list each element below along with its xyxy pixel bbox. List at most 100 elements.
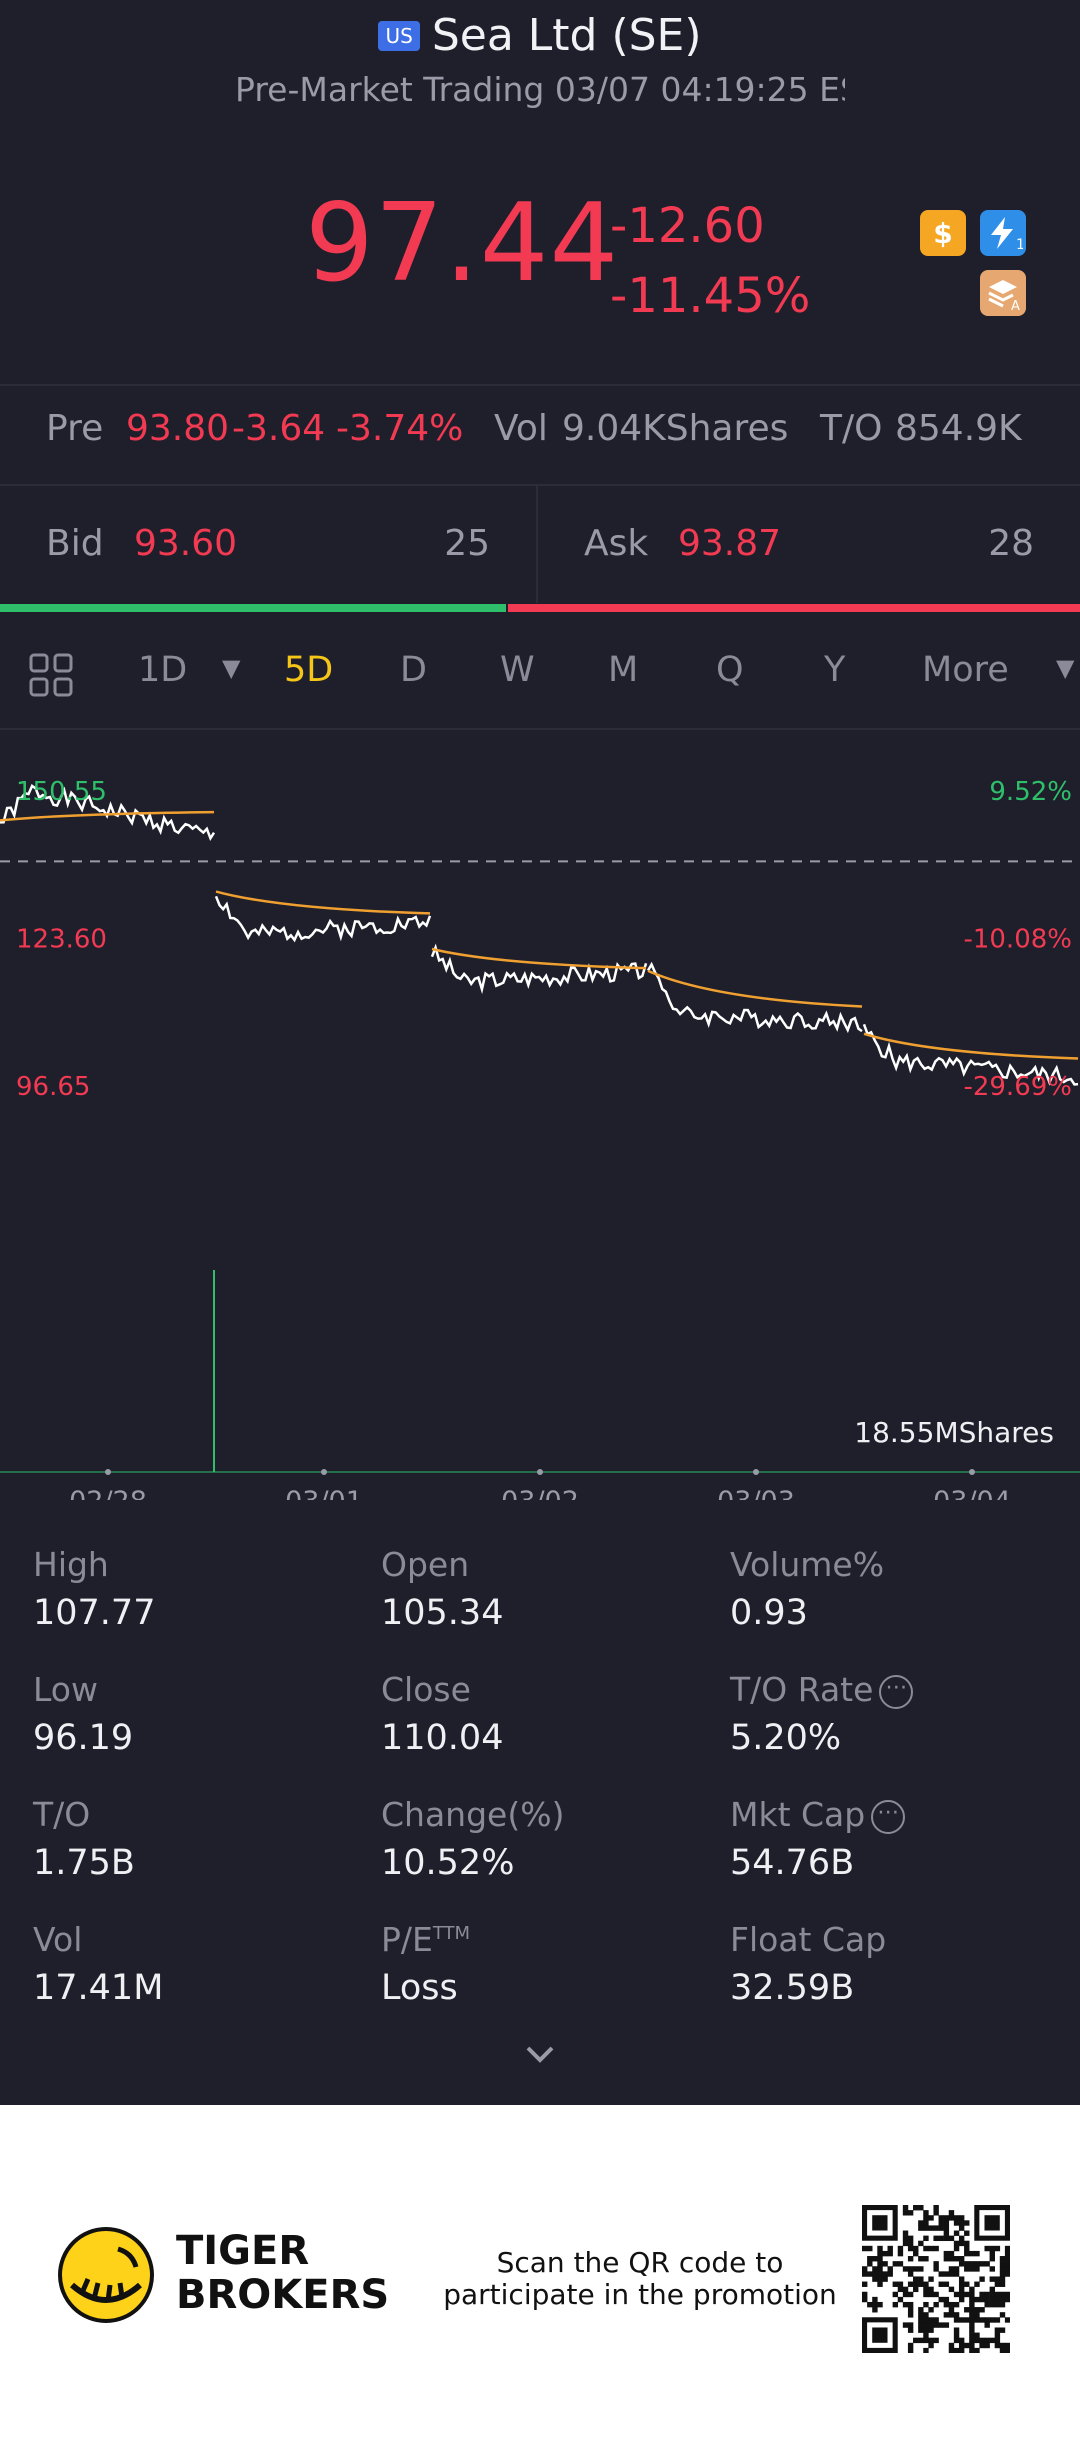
average-line-day-1 (0, 810, 215, 822)
bid-volume-bar (0, 604, 506, 612)
stat-value: 17.41M (33, 1968, 164, 2008)
x-axis-label: 03/01 (285, 1486, 363, 1500)
stat-value: 110.04 (381, 1718, 504, 1758)
stat-label: T/O (33, 1795, 91, 1834)
expand-chevron-icon[interactable] (522, 2040, 558, 2070)
stat-value: 107.77 (33, 1593, 156, 1633)
price-change: -12.60 (610, 198, 765, 254)
bid-box[interactable]: Bid 93.60 25 (0, 485, 536, 603)
price-label-low: 96.65 (16, 1072, 90, 1102)
x-axis-label: 03/02 (501, 1486, 579, 1500)
bid-label: Bid (46, 523, 104, 564)
to-value: 854.9K (895, 408, 1022, 449)
stat-value: 32.59B (730, 1968, 855, 2008)
x-axis-label: 03/03 (717, 1486, 795, 1500)
stat-label: Vol (33, 1920, 83, 1959)
promo-line-1: Scan the QR code to (496, 2246, 784, 2279)
stat-label: P/ETTM (381, 1920, 471, 1959)
market-badge: US (378, 20, 420, 51)
chevron-down-icon[interactable]: ▼ (222, 654, 241, 682)
x-tick (969, 1469, 975, 1475)
trading-session-status: Pre-Market Trading 03/07 04:19:25 ES (0, 70, 1080, 109)
svg-text:A: A (1011, 299, 1020, 313)
price-label-mid: 123.60 (16, 925, 107, 955)
tab-more[interactable]: More (922, 650, 1009, 690)
tab-m[interactable]: M (608, 650, 639, 690)
price-chart[interactable]: 150.55 123.60 96.65 9.52% -10.08% -29.69… (0, 730, 1080, 1517)
ask-size: 28 (988, 523, 1034, 564)
ask-volume-bar (508, 604, 1080, 612)
bid-ask-panel: Bid 93.60 25 Ask 93.87 28 (0, 485, 1080, 603)
stack-a-icon[interactable]: A (980, 270, 1026, 316)
promo-line-2: participate in the promotion (443, 2278, 837, 2311)
stat-label: Float Cap (730, 1920, 887, 1959)
average-line-day-5 (863, 1032, 1079, 1060)
session-text: Pre-Market Trading 03/07 04:19:25 ES (235, 70, 845, 109)
price-label-high: 150.55 (16, 777, 107, 807)
bid-size: 25 (444, 523, 490, 564)
info-more-icon[interactable]: ⋯ (879, 1674, 914, 1709)
divider (0, 384, 1080, 386)
ask-box[interactable]: Ask 93.87 28 (538, 485, 1080, 603)
promo-footer: TIGER BROKERS Scan the QR code to partic… (0, 2105, 1080, 2450)
chevron-down-icon[interactable]: ▼ (1056, 654, 1075, 682)
tab-5d[interactable]: 5D (284, 650, 334, 690)
svg-text:$: $ (933, 217, 952, 250)
stat-value: 96.19 (33, 1718, 134, 1758)
average-line-day-3 (431, 947, 647, 970)
stat-label: Mkt Cap ⋯ (730, 1795, 906, 1834)
grid-layout-icon[interactable] (28, 652, 74, 707)
price-line-day-4 (646, 961, 863, 1034)
stat-label-sup: TTM (432, 1923, 471, 1944)
tab-d[interactable]: D (400, 650, 427, 690)
bid-ask-divider (536, 485, 538, 603)
tab-w[interactable]: W (500, 650, 535, 690)
qr-code[interactable] (862, 2205, 1011, 2354)
x-tick (105, 1469, 111, 1475)
pct-label-high: 9.52% (989, 777, 1072, 807)
price-line-day-1 (0, 783, 216, 842)
stat-label: Change(%) (381, 1795, 565, 1834)
divider (0, 728, 1080, 730)
average-line-day-4 (647, 969, 863, 1008)
pct-label-mid: -10.08% (963, 925, 1072, 955)
pct-label-low: -29.69% (963, 1072, 1072, 1102)
stat-value: 10.52% (381, 1843, 515, 1883)
last-price: 97.44 (305, 181, 620, 306)
x-tick (753, 1469, 759, 1475)
tab-y[interactable]: Y (824, 650, 846, 690)
ask-label: Ask (584, 523, 649, 564)
stat-value: 54.76B (730, 1843, 855, 1883)
tiger-logo-icon (58, 2227, 154, 2323)
stock-title-bar: US Sea Ltd (SE) (0, 10, 1080, 61)
tab-q[interactable]: Q (716, 650, 744, 690)
brand-line-1: TIGER (176, 2228, 310, 2274)
stat-label: Open (381, 1545, 470, 1584)
stat-value: Loss (381, 1968, 458, 2008)
svg-text:1: 1 (1016, 237, 1023, 253)
to-label: T/O (820, 408, 883, 449)
flash-1-icon[interactable]: 1 (980, 210, 1026, 256)
stock-title[interactable]: Sea Ltd (SE) (431, 10, 702, 61)
chart-period-tabs: 1D ▼ 5D D W M Q Y More ▼ (0, 640, 1080, 710)
stat-label: T/O Rate ⋯ (730, 1670, 914, 1709)
dollar-icon[interactable]: $ (920, 210, 966, 256)
vol-value: 9.04KShares (562, 408, 789, 449)
price-line-day-5 (862, 1023, 1079, 1086)
stat-label: Volume% (730, 1545, 885, 1584)
stat-value: 0.93 (730, 1593, 808, 1633)
brand-line-2: BROKERS (176, 2272, 390, 2318)
pre-label: Pre (46, 408, 104, 449)
x-tick (537, 1469, 543, 1475)
chart-svg: 150.55 123.60 96.65 9.52% -10.08% -29.69… (0, 777, 1080, 1517)
stat-label: Close (381, 1670, 471, 1709)
stat-value: 1.75B (33, 1843, 135, 1883)
tab-1d[interactable]: 1D (138, 650, 188, 690)
info-more-icon[interactable]: ⋯ (871, 1799, 906, 1834)
divider (0, 484, 1080, 486)
volume-label: 18.55MShares (854, 1416, 1054, 1449)
average-line-day-2 (215, 890, 431, 915)
price-change-percent: -11.45% (610, 268, 811, 324)
pre-price: 93.80 (126, 408, 230, 449)
stat-value: 105.34 (381, 1593, 504, 1633)
